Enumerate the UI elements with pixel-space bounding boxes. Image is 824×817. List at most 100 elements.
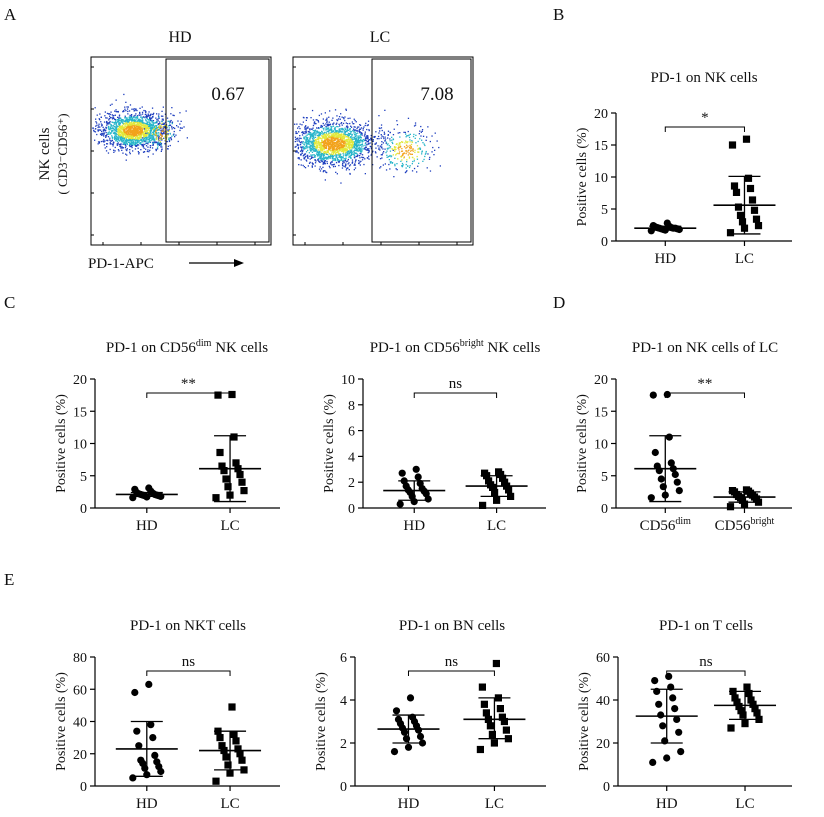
flow-event-dot [325,151,327,153]
flow-event-dot [126,129,128,132]
flow-event-dot [141,128,144,130]
flow-event-dot [314,143,316,145]
flow-event-dot [354,132,356,134]
flow-event-dot [361,148,363,150]
data-point [145,680,153,689]
flow-event-dot [419,147,421,149]
flow-event-dot [384,163,386,165]
flow-event-dot [331,136,334,138]
flow-event-dot [334,139,337,141]
flow-event-dot [344,119,346,122]
flow-event-dot [302,121,304,123]
flow-event-dot [103,144,106,146]
flow-event-dot [112,130,114,132]
flow-event-dot [348,134,350,136]
flow-event-dot [155,126,158,128]
flow-event-dot [300,150,302,152]
flow-event-dot [313,150,315,152]
flow-event-dot [416,155,418,158]
flow-event-dot [139,118,141,121]
flow-event-dot [383,131,385,133]
flow-event-dot [370,154,372,156]
flow-event-dot [304,131,306,133]
flow-event-dot [142,126,144,128]
flow-event-dot [133,141,135,143]
flow-event-dot [132,126,134,128]
data-point [657,711,665,719]
flow-event-dot [330,129,333,131]
flow-event-dot [111,127,113,130]
flow-event-dot [412,148,414,150]
flow-event-dot [329,167,331,169]
flow-event-dot [128,135,130,137]
flow-event-dot [331,164,333,166]
flow-event-dot [355,141,357,143]
flow-event-dot [122,121,124,123]
flow-event-dot [407,145,409,147]
flow-event-dot [139,137,141,139]
flow-event-dot [143,123,145,126]
flow-event-dot [373,136,375,138]
flow-event-dot [173,134,175,136]
flow-event-dot [319,170,322,172]
flow-event-dot [119,143,121,145]
flow-event-dot [359,131,361,133]
flow-event-dot [138,138,140,140]
data-point [224,761,232,769]
flow-event-dot [123,120,125,122]
flow-event-dot [114,122,116,124]
flow-event-dot [146,137,148,139]
y-tick-label: 5 [601,203,608,218]
flow-event-dot [115,126,117,128]
flow-event-dot [129,104,132,106]
flow-event-dot [137,125,139,128]
flow-event-dot [127,110,129,113]
flow-event-dot [415,142,417,144]
flow-event-dot [304,142,306,144]
flow-event-dot [111,130,113,132]
flow-event-dot [402,153,404,155]
flow-event-dot [150,118,152,120]
flow-event-dot [334,133,336,135]
flow-event-dot [322,146,324,148]
flow-event-dot [364,131,366,133]
flow-event-dot [117,137,119,139]
flow-event-dot [364,134,366,136]
flow-event-dot [325,135,327,137]
flow-event-dot [164,132,166,134]
flow-event-dot [310,157,313,159]
flow-event-dot [137,139,139,142]
flow-event-dot [386,154,388,156]
flow-event-dot [350,139,352,141]
flow-event-dot [173,114,175,117]
flow-event-dot [134,118,136,121]
flow-event-dot [150,123,152,125]
flow-event-dot [331,135,333,138]
flow-event-dot [168,139,171,141]
flow-event-dot [167,133,169,135]
flow-event-dot [359,124,361,126]
flow-event-dot [306,127,308,129]
data-point [222,753,230,761]
flow-event-dot [431,135,433,137]
flow-event-dot [347,140,349,142]
flow-event-dot [153,136,155,138]
flow-event-dot [137,147,139,149]
flow-event-dot [312,148,314,150]
flow-event-dot [429,140,431,143]
flow-event-dot [155,134,157,137]
flow-event-dot [109,129,111,131]
flow-event-dot [158,137,160,139]
flow-event-dot [339,137,342,139]
data-point [651,677,659,685]
flow-event-dot [343,147,345,149]
flow-event-dot [343,129,345,132]
flow-event-dot [125,117,127,119]
flow-event-dot [325,129,327,131]
flow-event-dot [328,132,330,134]
flow-event-dot [176,125,178,127]
flow-event-dot [386,150,388,152]
flow-event-dot [129,151,131,153]
panel-letter-c: C [4,293,15,312]
flow-event-dot [427,126,429,128]
